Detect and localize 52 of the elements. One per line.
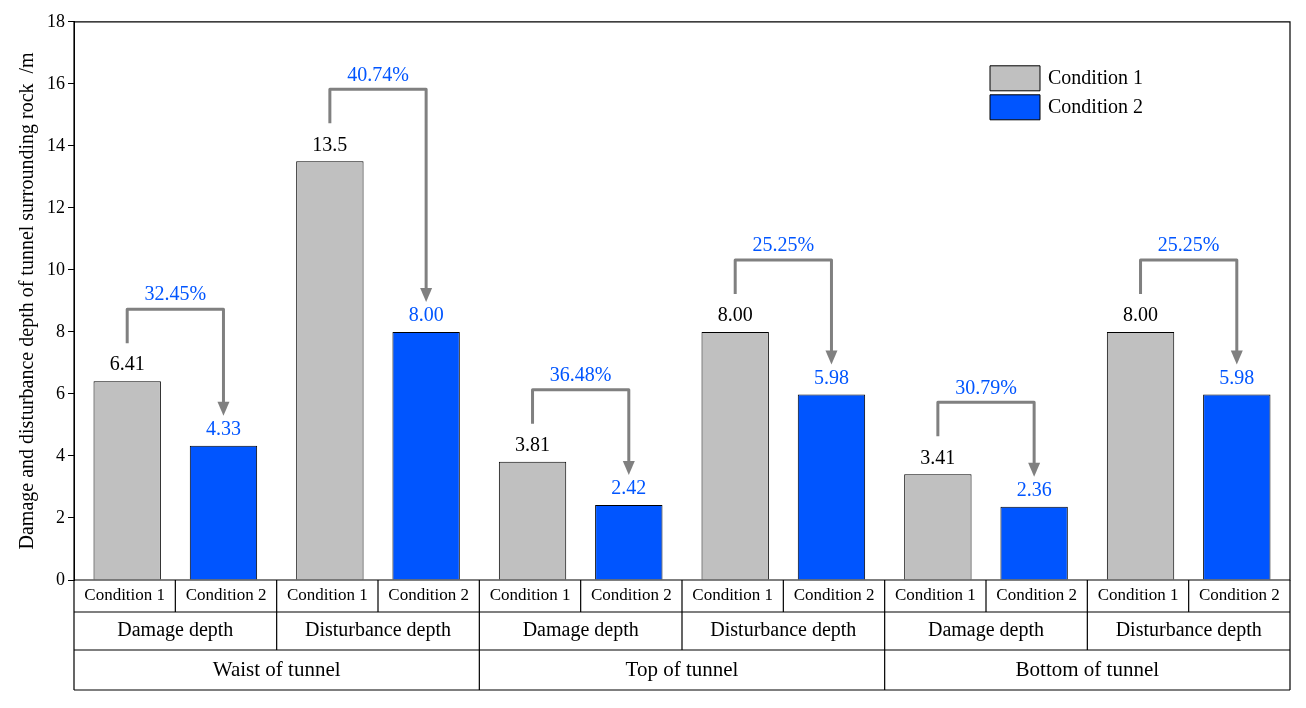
- x-tick-label: Damage depth: [927, 618, 1045, 642]
- annotation: 32.45%: [144, 282, 207, 305]
- text: Condition 1: [489, 585, 571, 605]
- y-tick-label: 8: [56, 320, 65, 341]
- text: Condition 2: [996, 585, 1078, 605]
- data-label: 5.98: [1219, 365, 1255, 388]
- legend-label: Condition 2: [1048, 95, 1144, 118]
- annotation: 25.25%: [1157, 233, 1220, 256]
- data-label: 8.00: [1123, 303, 1159, 326]
- text: Condition 1: [84, 585, 166, 605]
- text: Condition 1: [894, 585, 976, 605]
- x-tick-label: Disturbance depth: [1115, 618, 1262, 642]
- data-label: 4.33: [205, 416, 241, 439]
- text: Condition 2: [1198, 585, 1280, 605]
- text: Condition 1: [1097, 585, 1179, 605]
- data-label: 3.81: [515, 433, 551, 456]
- data-label: 13.5: [312, 132, 348, 155]
- text: Condition 2: [590, 585, 672, 605]
- data-label: 6.41: [109, 352, 145, 375]
- data-label: 8.00: [717, 303, 753, 326]
- text: Condition 1: [692, 585, 774, 605]
- data-label: 8.00: [408, 303, 444, 326]
- data-label: 5.98: [813, 365, 849, 388]
- text: Condition 1: [286, 585, 368, 605]
- data-label: 2.36: [1016, 478, 1052, 501]
- y-axis-title: Damage and disturbance depth of tunnel surrounding rock /m: [15, 51, 39, 550]
- y-tick-label: 6: [56, 382, 65, 403]
- text: Condition 2: [388, 585, 470, 605]
- x-tick-label: Damage depth: [117, 618, 234, 642]
- y-tick-label: 10: [47, 258, 65, 279]
- text: Waist of tunnel: [212, 656, 341, 681]
- text: Condition 2: [185, 585, 267, 605]
- text: Condition 2: [793, 585, 875, 605]
- y-tick-label: 16: [47, 72, 65, 93]
- annotation: 30.79%: [955, 375, 1017, 398]
- y-tick-label: 12: [47, 196, 65, 217]
- y-tick-label: 18: [47, 10, 65, 31]
- text: Top of tunnel: [625, 656, 739, 681]
- legend-label: Condition 1: [1048, 66, 1144, 89]
- annotation: 25.25%: [752, 233, 815, 256]
- data-label: 3.41: [920, 445, 956, 468]
- data-label: 2.42: [611, 476, 647, 499]
- text: Bottom of tunnel: [1015, 656, 1160, 681]
- y-tick-label: 0: [56, 568, 65, 589]
- y-tick-label: 2: [56, 506, 65, 527]
- x-tick-label: Disturbance depth: [304, 618, 452, 642]
- annotation: 36.48%: [549, 363, 612, 386]
- annotation: 40.74%: [347, 62, 409, 85]
- x-tick-label: Damage depth: [522, 618, 639, 642]
- y-tick-label: 14: [47, 134, 65, 155]
- y-tick-label: 4: [56, 444, 65, 465]
- x-tick-label: Disturbance depth: [710, 618, 857, 642]
